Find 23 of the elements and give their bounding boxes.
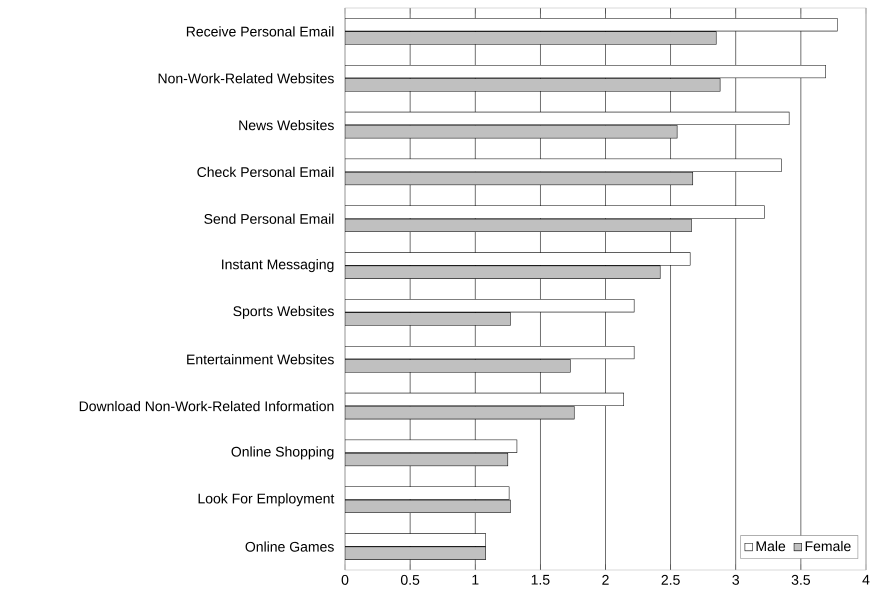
x-tick-label: 4 (862, 574, 870, 585)
y-tick-label: News Websites (239, 120, 334, 130)
x-tick-label: 3 (732, 574, 740, 585)
y-tick-label: Entertainment Websites (187, 354, 334, 364)
y-tick-label: Sports Websites (233, 306, 334, 319)
y-tick-label: Check Personal Email (197, 166, 334, 178)
x-tick-label: 1.5 (532, 574, 550, 585)
y-tick-label: Non-Work-Related Websites (158, 73, 334, 84)
y-tick-label: Online Shopping (232, 446, 334, 460)
y-tick-label: Send Personal Email (204, 214, 334, 224)
x-tick-label: 1 (472, 574, 478, 585)
x-tick-label: 3.5 (792, 574, 810, 585)
y-tick-label: Receive Personal Email (186, 26, 334, 37)
legend-label: Female (806, 540, 851, 552)
y-tick-label: Download Non-Work-Related Information (80, 400, 334, 412)
y-tick-label: Instant Messaging (222, 259, 334, 272)
y-tick-label: Look For Employment (198, 493, 334, 506)
x-tick-label: 0 (342, 574, 348, 585)
y-tick-label: Online Games (246, 541, 334, 552)
legend-label: Male (756, 540, 786, 552)
x-tick-label: 2.5 (662, 574, 680, 585)
x-tick-label: 2 (602, 574, 609, 585)
x-tick-label: 0.5 (400, 574, 420, 585)
